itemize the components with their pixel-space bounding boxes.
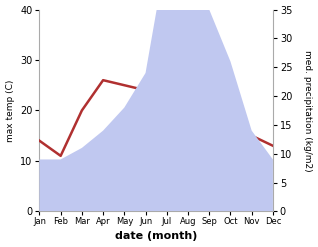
Y-axis label: med. precipitation (kg/m2): med. precipitation (kg/m2) bbox=[303, 50, 313, 171]
X-axis label: date (month): date (month) bbox=[115, 231, 197, 242]
Y-axis label: max temp (C): max temp (C) bbox=[5, 79, 15, 142]
